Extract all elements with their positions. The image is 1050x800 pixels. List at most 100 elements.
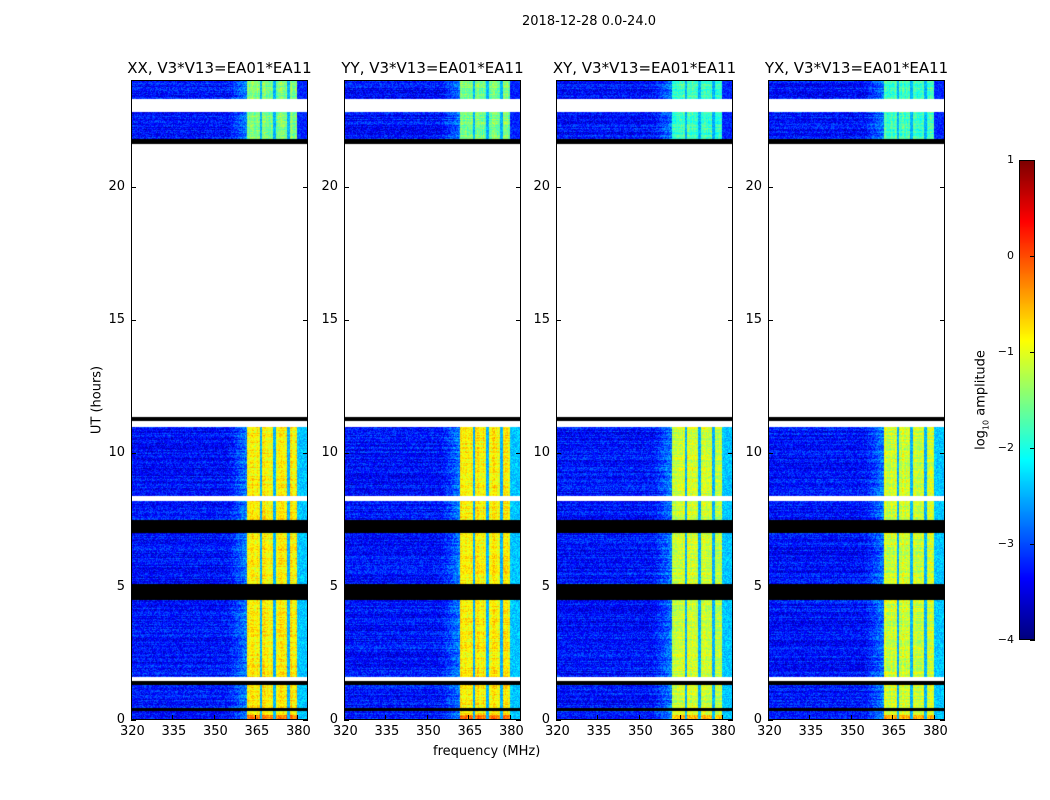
y-tick — [728, 453, 733, 455]
panel-title: XY, V3*V13=EA01*EA11 — [552, 59, 737, 77]
y-tick — [131, 586, 136, 588]
y-tick — [940, 586, 945, 588]
panel-title: XX, V3*V13=EA01*EA11 — [127, 59, 312, 77]
x-tick — [255, 715, 257, 720]
x-tick — [344, 715, 345, 720]
x-tick-label: 335 — [374, 724, 400, 739]
y-tick — [516, 186, 521, 188]
x-tick-label: 380 — [922, 724, 948, 739]
y-tick-label: 15 — [533, 312, 550, 327]
colorbar-tick — [1030, 544, 1035, 545]
x-tick — [213, 715, 215, 720]
y-tick-label: 20 — [108, 178, 125, 194]
x-tick-label: 365 — [244, 724, 270, 739]
x-tick — [680, 715, 682, 720]
y-tick — [303, 320, 308, 321]
y-tick — [728, 720, 733, 721]
x-axis-label: frequency (MHz) — [433, 744, 541, 759]
x-tick-label: 350 — [415, 724, 441, 739]
y-tick — [728, 186, 733, 188]
y-tick — [940, 186, 945, 188]
y-tick — [768, 586, 773, 588]
colorbar-label-suffix: amplitude — [973, 350, 989, 420]
x-tick — [468, 715, 470, 720]
y-tick — [940, 453, 945, 455]
colorbar-tick-label: −2 — [997, 441, 1014, 454]
colorbar-tick — [1030, 352, 1035, 353]
colorbar-tick-label: −1 — [997, 345, 1014, 358]
x-tick — [509, 715, 511, 720]
y-tick — [768, 720, 773, 721]
x-tick — [426, 715, 428, 720]
figure-title: 2018-12-28 0.0-24.0 — [522, 14, 656, 29]
colorbar-tick — [1030, 448, 1035, 449]
x-tick-label: 335 — [798, 724, 824, 739]
y-tick — [556, 720, 561, 721]
y-tick-label: 15 — [745, 312, 762, 327]
panel-title: YY, V3*V13=EA01*EA11 — [341, 59, 524, 77]
y-tick-label: 20 — [745, 178, 762, 194]
y-tick-label: 10 — [745, 445, 762, 461]
colorbar-label: log10 amplitude — [974, 350, 991, 450]
colorbar-tick — [1030, 160, 1035, 161]
x-tick-label: 320 — [333, 724, 358, 739]
y-tick-label: 0 — [541, 712, 550, 727]
y-tick — [344, 186, 349, 188]
y-tick — [303, 453, 308, 455]
waterfall-panel — [131, 80, 308, 720]
x-tick-label: 335 — [161, 724, 187, 739]
y-tick — [344, 320, 349, 321]
y-tick — [344, 720, 349, 721]
y-tick-label: 0 — [753, 712, 762, 727]
y-tick — [344, 586, 349, 588]
y-tick-label: 10 — [321, 445, 338, 461]
x-tick — [638, 715, 640, 720]
x-tick-label: 365 — [669, 724, 695, 739]
waterfall-image — [344, 80, 521, 720]
y-tick — [131, 186, 136, 188]
waterfall-image — [131, 80, 308, 720]
y-tick — [516, 586, 521, 588]
x-tick — [850, 715, 852, 720]
y-tick — [556, 186, 561, 188]
waterfall-image — [768, 80, 945, 720]
colorbar-tick — [1030, 256, 1035, 257]
waterfall-image — [556, 80, 733, 720]
waterfall-panel — [556, 80, 733, 720]
colorbar-tick — [1030, 640, 1035, 641]
x-tick-label: 380 — [285, 724, 311, 739]
x-tick-label: 380 — [498, 724, 524, 739]
x-tick — [131, 715, 132, 720]
x-tick — [172, 715, 174, 720]
y-tick — [516, 320, 521, 321]
colorbar-tick-label: 0 — [1007, 249, 1014, 262]
colorbar — [1019, 160, 1035, 640]
x-tick-label: 350 — [202, 724, 228, 739]
panel-title: YX, V3*V13=EA01*EA11 — [764, 59, 949, 77]
y-tick — [131, 320, 136, 321]
colorbar-tick-label: −3 — [997, 537, 1014, 550]
y-tick-label: 10 — [533, 445, 550, 461]
x-tick — [809, 715, 811, 720]
y-tick — [728, 586, 733, 588]
colorbar-tick-label: −4 — [997, 633, 1014, 646]
x-tick — [556, 715, 557, 720]
colorbar-label-sub: 10 — [981, 419, 991, 431]
y-tick-label: 20 — [321, 178, 338, 194]
y-tick — [303, 186, 308, 188]
y-tick — [728, 320, 733, 321]
y-tick — [768, 186, 773, 188]
x-tick-label: 350 — [627, 724, 653, 739]
x-tick-label: 335 — [586, 724, 612, 739]
x-tick-label: 320 — [545, 724, 570, 739]
x-tick-label: 365 — [457, 724, 483, 739]
y-tick-label: 10 — [108, 445, 125, 461]
y-tick — [940, 320, 945, 321]
x-tick-label: 320 — [120, 724, 145, 739]
y-tick-label: 5 — [753, 578, 762, 594]
waterfall-panel — [344, 80, 521, 720]
y-tick — [516, 720, 521, 721]
y-tick — [556, 586, 561, 588]
x-tick — [385, 715, 387, 720]
y-tick — [344, 453, 349, 455]
